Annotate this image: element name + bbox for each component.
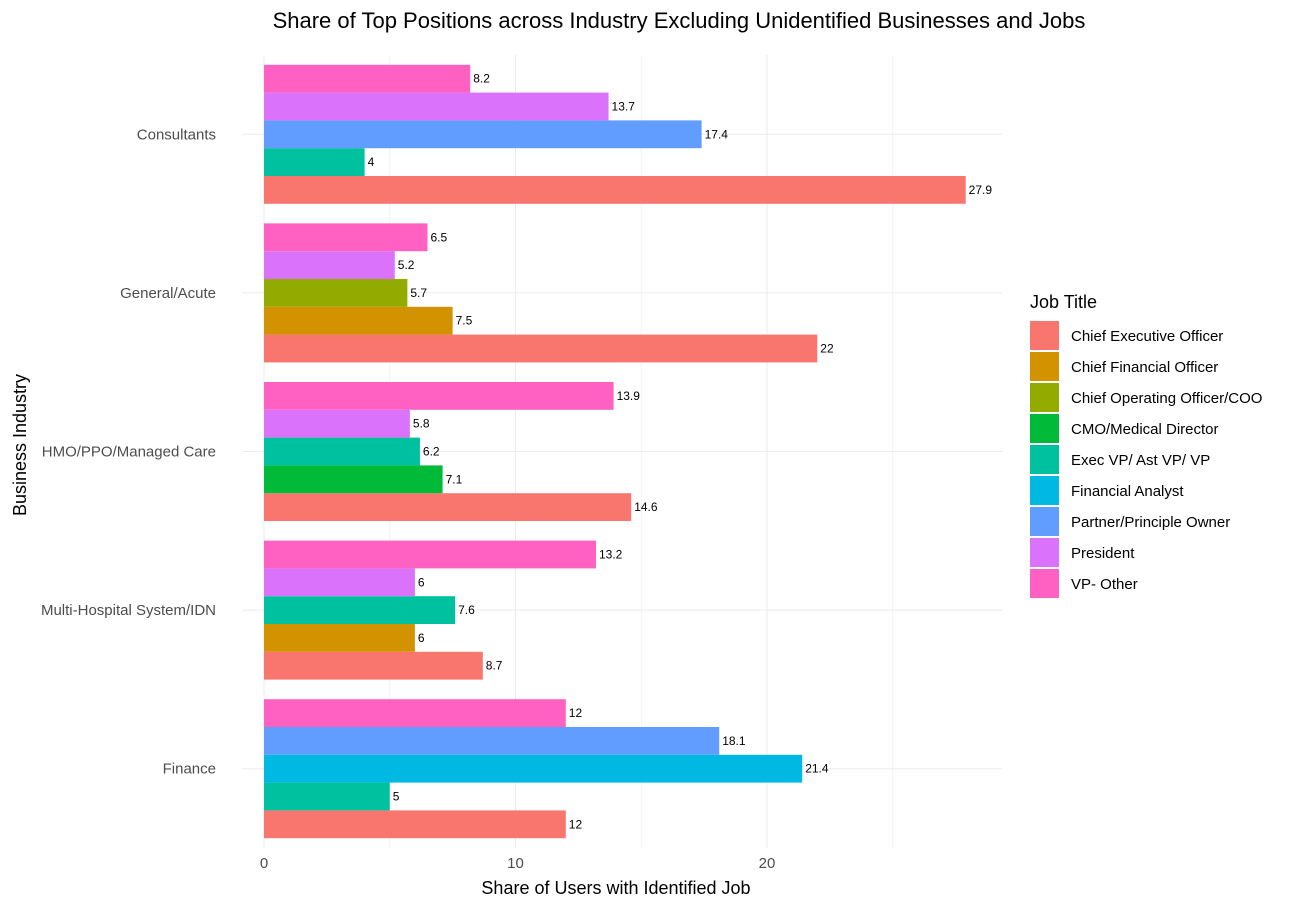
- bar-consultants-vp-other: [264, 64, 471, 93]
- bar-hmo-ppo-managed-care-exec-vp-ast-vp-vp: [264, 437, 420, 466]
- bar-multi-hospital-system-idn-president: [264, 568, 415, 597]
- bar-finance-chief-executive-officer: [264, 810, 566, 839]
- bar-multi-hospital-system-idn-vp-other: [264, 540, 596, 569]
- bar-general-acute-chief-executive-officer: [264, 334, 818, 363]
- legend-label-chief-financial-officer: Chief Financial Officer: [1071, 359, 1218, 376]
- legend-swatch-financial-analyst: [1030, 476, 1059, 505]
- legend-label-exec-vp-ast-vp-vp: Exec VP/ Ast VP/ VP: [1071, 452, 1210, 469]
- legend: Job Title Chief Executive Officer Chief F…: [1030, 292, 1262, 598]
- data-label-general-acute-chief-executive-officer: 22: [820, 342, 834, 356]
- bar-general-acute-president: [264, 251, 395, 279]
- data-label-consultants-vp-other: 8.2: [473, 72, 490, 86]
- bar-general-acute-vp-other: [264, 223, 428, 252]
- bar-multi-hospital-system-idn-chief-financial-officer: [264, 624, 415, 652]
- legend-swatch-chief-executive-officer: [1030, 321, 1059, 350]
- y-tick-label-hmo-ppo-managed-care: HMO/PPO/Managed Care: [42, 444, 216, 461]
- bars: [264, 64, 966, 839]
- legend-swatch-partner-principle-owner: [1030, 507, 1059, 536]
- bar-consultants-chief-executive-officer: [264, 176, 966, 204]
- data-label-consultants-exec-vp-ast-vp-vp: 4: [368, 155, 375, 169]
- data-label-finance-partner-principle-owner: 18.1: [722, 734, 746, 748]
- bar-general-acute-chief-financial-officer: [264, 306, 453, 335]
- legend-items: Chief Executive Officer Chief Financial O…: [1030, 321, 1262, 598]
- data-label-multi-hospital-system-idn-exec-vp-ast-vp-vp: 7.6: [458, 603, 475, 617]
- bar-hmo-ppo-managed-care-president: [264, 409, 410, 438]
- bar-consultants-president: [264, 92, 609, 121]
- legend-label-chief-operating-officer-coo: Chief Operating Officer/COO: [1071, 390, 1262, 407]
- data-label-consultants-president: 13.7: [612, 100, 636, 114]
- data-label-general-acute-chief-operating-officer-coo: 5.7: [410, 286, 427, 300]
- bar-general-acute-chief-operating-officer-coo: [264, 279, 408, 307]
- y-tick-label-finance: Finance: [163, 761, 216, 778]
- legend-swatch-chief-financial-officer: [1030, 352, 1059, 381]
- x-axis-title: Share of Users with Identified Job: [481, 878, 750, 898]
- bar-consultants-partner-principle-owner: [264, 120, 702, 149]
- bar-multi-hospital-system-idn-chief-executive-officer: [264, 651, 483, 680]
- data-label-multi-hospital-system-idn-chief-executive-officer: 8.7: [486, 659, 503, 673]
- bar-hmo-ppo-managed-care-cmo-medical-director: [264, 465, 443, 494]
- data-label-consultants-partner-principle-owner: 17.4: [705, 127, 729, 141]
- legend-swatch-cmo-medical-director: [1030, 414, 1059, 443]
- y-tick-label-consultants: Consultants: [137, 126, 216, 143]
- bar-hmo-ppo-managed-care-chief-executive-officer: [264, 493, 632, 521]
- data-label-hmo-ppo-managed-care-chief-executive-officer: 14.6: [634, 500, 658, 514]
- y-tick-label-multi-hospital-system-idn: Multi-Hospital System/IDN: [41, 602, 216, 619]
- legend-label-chief-executive-officer: Chief Executive Officer: [1071, 328, 1223, 345]
- data-label-multi-hospital-system-idn-vp-other: 13.2: [599, 548, 623, 562]
- data-label-multi-hospital-system-idn-president: 6: [418, 575, 425, 589]
- y-axis-tick-labels: Consultants General/Acute HMO/PPO/Managed …: [41, 126, 216, 777]
- data-label-finance-exec-vp-ast-vp-vp: 5: [393, 790, 400, 804]
- data-label-finance-vp-other: 12: [569, 706, 583, 720]
- bar-hmo-ppo-managed-care-vp-other: [264, 382, 614, 410]
- legend-swatch-vp-other: [1030, 569, 1059, 598]
- data-label-general-acute-vp-other: 6.5: [430, 230, 447, 244]
- data-label-hmo-ppo-managed-care-president: 5.8: [413, 417, 430, 431]
- y-tick-label-general-acute: General/Acute: [120, 285, 216, 302]
- data-label-hmo-ppo-managed-care-exec-vp-ast-vp-vp: 6.2: [423, 445, 440, 459]
- data-label-hmo-ppo-managed-care-cmo-medical-director: 7.1: [446, 472, 463, 486]
- legend-label-partner-principle-owner: Partner/Principle Owner: [1071, 514, 1230, 531]
- bar-multi-hospital-system-idn-exec-vp-ast-vp-vp: [264, 596, 456, 624]
- legend-swatch-chief-operating-officer-coo: [1030, 383, 1059, 412]
- legend-label-cmo-medical-director: CMO/Medical Director: [1071, 421, 1219, 438]
- legend-label-vp-other: VP- Other: [1071, 576, 1138, 593]
- y-axis-title: Business Industry: [10, 374, 30, 516]
- legend-title: Job Title: [1030, 292, 1097, 312]
- data-labels: 27.9 4 17.4 13.7 8.2 22 7.5 5.7 5.2 6.5 14.6 7.1 6.2…: [368, 72, 993, 832]
- data-label-general-acute-chief-financial-officer: 7.5: [456, 314, 473, 328]
- bar-finance-financial-analyst: [264, 754, 803, 783]
- legend-label-president: President: [1071, 545, 1135, 562]
- data-label-hmo-ppo-managed-care-vp-other: 13.9: [617, 389, 641, 403]
- data-label-multi-hospital-system-idn-chief-financial-officer: 6: [418, 631, 425, 645]
- data-label-general-acute-president: 5.2: [398, 258, 415, 272]
- data-label-finance-chief-executive-officer: 12: [569, 817, 583, 831]
- data-label-consultants-chief-executive-officer: 27.9: [969, 183, 993, 197]
- x-tick-label-0: 0: [260, 855, 268, 872]
- bar-finance-exec-vp-ast-vp-vp: [264, 782, 390, 811]
- legend-swatch-president: [1030, 538, 1059, 567]
- legend-label-financial-analyst: Financial Analyst: [1071, 483, 1184, 500]
- x-tick-label-20: 20: [759, 855, 776, 872]
- data-label-finance-financial-analyst: 21.4: [805, 762, 829, 776]
- chart-title: Share of Top Positions across Industry E…: [273, 8, 1086, 33]
- bar-finance-partner-principle-owner: [264, 727, 720, 755]
- x-tick-label-10: 10: [507, 855, 524, 872]
- legend-swatch-exec-vp-ast-vp-vp: [1030, 445, 1059, 474]
- x-axis-tick-labels: 0 10 20: [260, 855, 776, 872]
- bar-finance-vp-other: [264, 699, 566, 727]
- bar-consultants-exec-vp-ast-vp-vp: [264, 148, 365, 176]
